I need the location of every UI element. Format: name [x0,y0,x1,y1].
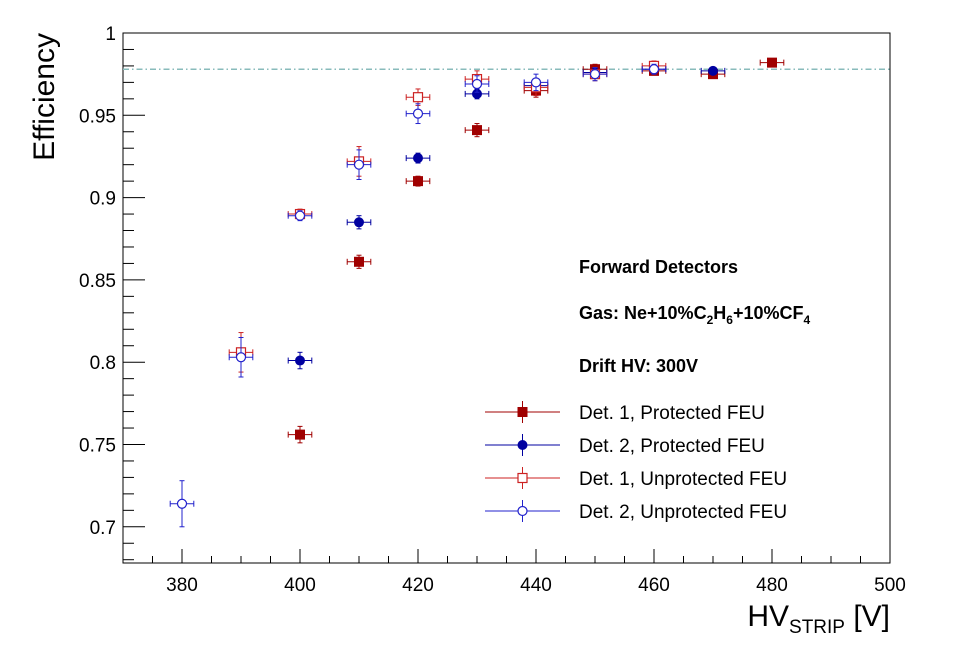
point-marker [354,217,364,228]
x-axis-title-main: HV [747,600,789,633]
data-point [346,149,372,180]
legend-entry: Det. 2, Unprotected FEU [485,500,787,523]
gas-sub-1: 2 [707,313,714,327]
data-point [346,254,372,269]
data-point [464,75,490,93]
y-tick-label: 1 [105,24,116,45]
point-marker [708,65,718,76]
point-marker [354,256,364,267]
x-tick-label: 380 [166,575,198,596]
point-marker [412,92,424,103]
y-tick-label: 0.7 [90,518,116,539]
gas-sub-3: 4 [804,313,811,327]
data-point [405,88,431,106]
legend-marker [517,440,528,450]
legend-label: Det. 2, Unprotected FEU [579,502,787,523]
y-tick-label: 0.75 [79,435,116,456]
point-marker [294,210,306,221]
y-axis: 0.7 0.75 0.8 0.85 0.9 0.95 1 [79,24,145,561]
legend-label: Det. 1, Protected FEU [579,403,765,424]
x-tick-label: 480 [756,575,788,596]
point-marker [471,78,483,90]
point-marker [413,153,423,164]
data-point [582,67,608,82]
point-marker [472,125,482,136]
data-point [759,57,785,68]
data-point [405,175,431,187]
x-tick-label: 420 [402,575,434,596]
point-marker [530,77,542,88]
annotation-drift: Drift HV: 300V [579,356,698,376]
annotation-gas: Gas: Ne+10%C2H6+10%CF4 [579,303,811,327]
x-tick-label: 500 [874,575,906,596]
point-marker [176,498,188,509]
legend-label: Det. 2, Protected FEU [579,436,765,457]
data-point [641,63,667,75]
point-marker [353,159,365,170]
data-point [287,210,313,222]
data-point [464,123,490,138]
legend-entry: Det. 1, Unprotected FEU [485,467,787,490]
data-point [464,88,490,100]
point-marker [767,57,777,68]
gas-sub-2: 6 [726,313,733,327]
gas-mid-1: H [713,303,726,323]
point-marker [413,176,423,187]
legend: Det. 1, Protected FEU Det. 2, Protected F… [485,401,787,523]
x-tick-label: 460 [638,575,670,596]
data-point [405,152,431,164]
annotation-title: Forward Detectors [579,257,738,277]
data-point [228,337,254,378]
y-axis-title: Efficiency [28,33,61,161]
data-point [405,103,431,125]
y-tick-label: 0.9 [90,189,116,210]
legend-entry: Det. 1, Protected FEU [485,401,765,424]
legend-entry: Det. 2, Protected FEU [485,434,765,457]
legend-marker [517,472,528,484]
y-tick-label: 0.85 [79,271,116,292]
point-marker [412,108,424,119]
y-tick-label: 0.95 [79,106,116,127]
x-axis-title-subscript: STRIP [789,617,845,638]
x-axis-title: HVSTRIP [V] [747,600,890,638]
data-point [287,425,313,444]
x-tick-label: 440 [520,575,552,596]
x-axis: 380 400 420 440 460 480 500 [122,549,906,596]
data-series [169,57,785,528]
point-marker [295,355,305,366]
data-point [169,480,195,528]
gas-mid-2: +10%CF [733,303,804,323]
x-axis-title-unit: [V] [845,600,890,633]
data-point [523,73,549,92]
point-marker [589,69,601,80]
y-tick-label: 0.8 [90,353,116,374]
point-marker [235,352,247,363]
point-marker [648,64,660,75]
x-tick-label: 400 [284,575,316,596]
series-4 [169,63,667,528]
legend-label: Det. 1, Unprotected FEU [579,469,787,490]
legend-marker [517,407,528,417]
legend-marker [517,505,528,517]
gas-prefix: Gas: Ne+10%C [579,303,707,323]
data-point [346,215,372,230]
data-point [287,351,313,370]
data-point [700,65,726,76]
point-marker [295,429,305,440]
